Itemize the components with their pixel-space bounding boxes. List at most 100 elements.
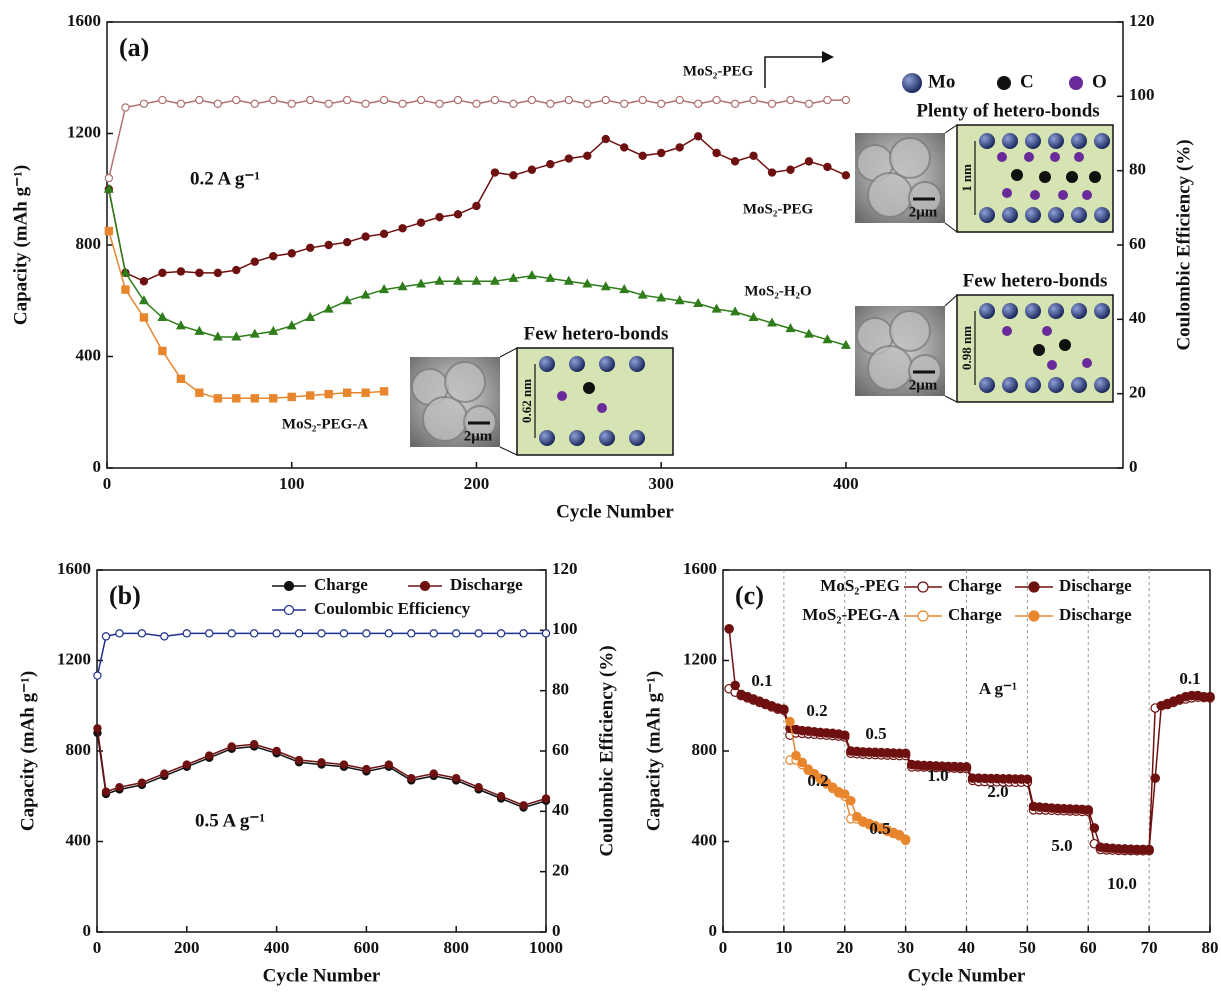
marker — [846, 795, 856, 806]
marker — [317, 629, 326, 638]
marker — [509, 171, 518, 180]
x-tick-label: 0 — [103, 474, 112, 493]
x-tick-label: 80 — [1202, 938, 1219, 957]
sem-grain — [867, 172, 913, 218]
marker — [416, 218, 426, 227]
legend-label: Charge — [948, 576, 1002, 595]
marker — [104, 226, 114, 236]
marker — [121, 103, 130, 112]
o-atom — [1024, 152, 1034, 162]
marker — [121, 285, 130, 294]
marker — [435, 99, 444, 108]
series-line — [96, 732, 547, 809]
mo-atom — [979, 303, 995, 319]
y2-tick-label: 40 — [552, 800, 569, 819]
marker — [474, 629, 483, 638]
sem-grain — [889, 310, 931, 352]
marker — [545, 272, 556, 282]
c-atom — [1033, 344, 1045, 356]
marker — [546, 159, 555, 169]
o-atom — [1047, 360, 1057, 370]
o-atom — [1074, 152, 1084, 162]
marker — [268, 325, 279, 335]
marker — [541, 794, 551, 803]
marker — [526, 270, 537, 280]
rate-label: 2.0 — [987, 782, 1008, 801]
series-line — [96, 632, 546, 676]
marker — [638, 95, 647, 105]
scale-label: 2μm — [464, 428, 493, 444]
marker — [361, 388, 370, 397]
spacing-label: 1 nm — [959, 164, 974, 192]
marker — [730, 306, 741, 316]
marker — [120, 267, 131, 277]
y2-tick-label: 100 — [552, 619, 578, 638]
marker — [158, 268, 167, 278]
marker — [137, 778, 147, 787]
marker — [435, 212, 444, 222]
marker — [379, 284, 390, 294]
marker — [900, 748, 911, 759]
y2-axis-title: Coulombic Efficiency (%) — [596, 645, 617, 856]
x-tick-label: 300 — [648, 474, 674, 493]
marker — [656, 99, 666, 108]
y2-tick-label: 20 — [1129, 383, 1146, 402]
marker — [693, 99, 703, 108]
marker — [675, 95, 684, 105]
marker — [306, 243, 315, 252]
legend-label: Charge — [314, 575, 368, 594]
x-tick-label: 60 — [1080, 938, 1097, 957]
panel-label: (a) — [119, 33, 149, 62]
series-line — [108, 99, 846, 179]
marker — [496, 629, 506, 638]
inset-title: Few hetero-bonds — [963, 270, 1108, 291]
x-tick-label: 800 — [443, 938, 469, 957]
marker — [361, 99, 370, 108]
marker — [104, 173, 114, 183]
y-tick-label: 1200 — [683, 649, 717, 668]
marker — [472, 201, 481, 211]
x-tick-label: 50 — [1019, 938, 1036, 957]
legend-marker — [283, 604, 295, 616]
marker — [232, 394, 241, 403]
marker — [175, 320, 186, 330]
marker — [767, 168, 777, 177]
connector — [499, 446, 518, 456]
marker — [453, 95, 463, 105]
marker — [564, 154, 574, 163]
y-tick-label: 400 — [66, 830, 92, 849]
marker — [305, 311, 316, 321]
marker — [101, 787, 111, 796]
marker — [674, 295, 685, 305]
mo-atom — [1094, 133, 1110, 149]
marker — [287, 392, 296, 402]
spacing-label: 0.62 nm — [519, 379, 534, 423]
marker — [583, 99, 592, 108]
marker — [194, 325, 205, 335]
x-tick-label: 0 — [719, 938, 728, 957]
marker — [139, 99, 149, 108]
marker — [638, 151, 647, 160]
atom-label: C — [1020, 71, 1034, 92]
marker — [429, 629, 438, 638]
marker — [1089, 823, 1100, 833]
series-line — [96, 728, 547, 807]
marker — [541, 629, 551, 638]
o-atom — [1002, 326, 1012, 336]
y2-tick-label: 80 — [552, 680, 569, 699]
marker — [361, 232, 370, 241]
marker — [157, 311, 168, 321]
marker — [139, 277, 149, 286]
marker — [900, 834, 911, 845]
y-tick-label: 1600 — [57, 559, 91, 578]
marker — [269, 95, 278, 105]
legend-label: Discharge — [1059, 605, 1132, 624]
mo-atom — [979, 207, 995, 223]
y2-tick-label: 100 — [1129, 85, 1155, 104]
mo-atom — [1025, 133, 1041, 149]
y-tick-label: 1600 — [683, 559, 717, 578]
legend-label: Charge — [948, 605, 1002, 624]
marker — [139, 313, 149, 322]
mo-atom — [1094, 303, 1110, 319]
legend-label: Discharge — [1059, 576, 1132, 595]
